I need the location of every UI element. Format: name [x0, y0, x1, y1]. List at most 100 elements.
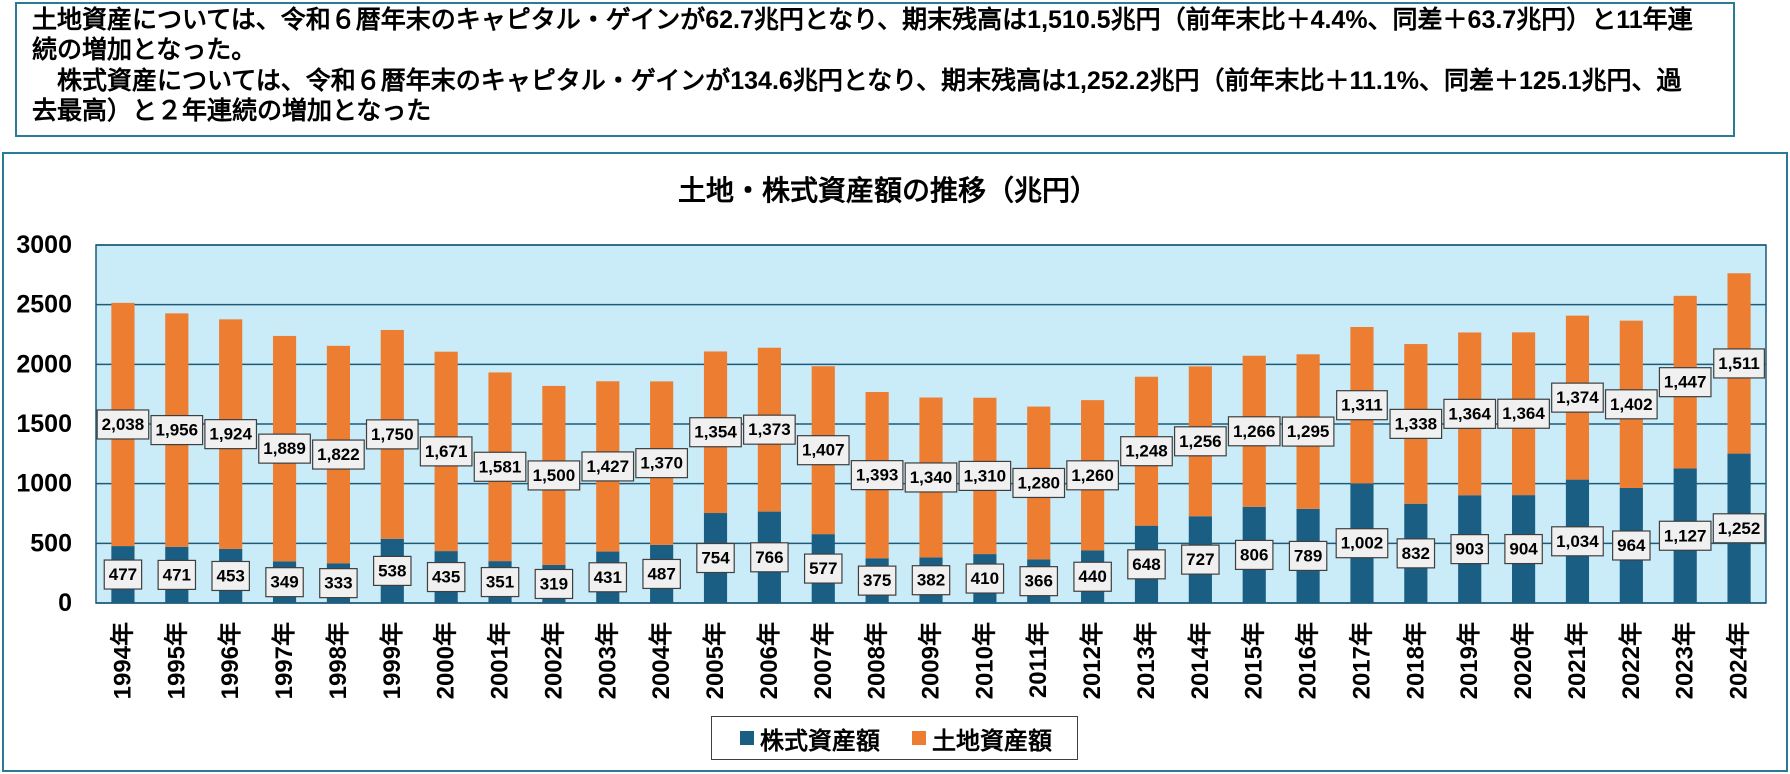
- data-label-box: [642, 558, 681, 590]
- data-label-land-assets-2007: 1,407: [796, 435, 850, 466]
- data-label-stock-assets-2010: 410: [965, 563, 1005, 594]
- data-label-box: [857, 565, 897, 596]
- data-label-text: 351: [486, 573, 514, 592]
- data-label-text: 1,373: [748, 420, 791, 439]
- data-label-stock-assets-1999: 538: [373, 555, 412, 586]
- data-label-text: 349: [270, 573, 298, 592]
- data-label-text: 1,402: [1610, 395, 1653, 414]
- data-label-box: [1227, 416, 1281, 447]
- data-label-box: [473, 451, 527, 482]
- data-label-box: [1396, 538, 1436, 569]
- data-label-text: 1,581: [479, 457, 522, 476]
- data-label-text: 1,311: [1341, 396, 1383, 415]
- x-tick-label: 2015年: [1240, 622, 1268, 699]
- data-label-text: 806: [1240, 545, 1268, 564]
- data-label-text: 964: [1617, 536, 1646, 555]
- y-tick-label: 2500: [16, 291, 72, 319]
- data-label-text: 1,340: [910, 468, 953, 487]
- data-label-box: [480, 566, 520, 598]
- data-label-box: [96, 409, 150, 440]
- data-label-text: 1,822: [317, 445, 360, 464]
- data-label-box: [911, 565, 951, 596]
- data-label-box: [1234, 539, 1274, 571]
- data-label-stock-assets-2004: 487: [642, 558, 681, 590]
- data-label-box: [581, 451, 635, 482]
- legend-swatch-stock-assets: [740, 731, 754, 745]
- data-label-stock-assets-2001: 351: [480, 566, 520, 598]
- data-label-land-assets-2010: 1,310: [958, 460, 1012, 492]
- data-label-land-assets-2016: 1,295: [1281, 416, 1335, 447]
- data-label-text: 453: [216, 566, 244, 585]
- y-tick-label: 3000: [16, 231, 72, 259]
- data-label-stock-assets-1997: 349: [265, 567, 304, 598]
- data-label-box: [1658, 367, 1712, 398]
- data-label-box: [426, 561, 466, 593]
- data-label-text: 1,354: [694, 423, 737, 442]
- data-label-text: 1,500: [533, 466, 576, 485]
- data-label-land-assets-2009: 1,340: [904, 462, 958, 493]
- data-label-stock-assets-2016: 789: [1288, 540, 1328, 572]
- data-label-text: 903: [1456, 540, 1484, 559]
- data-label-box: [1120, 436, 1173, 467]
- data-label-stock-assets-2015: 806: [1234, 539, 1274, 571]
- data-label-land-assets-2013: 1,248: [1120, 436, 1173, 467]
- data-label-text: 1,266: [1233, 422, 1276, 441]
- data-label-box: [103, 559, 143, 590]
- legend-label-land-assets: 土地資産額: [932, 727, 1052, 755]
- data-label-box: [1073, 561, 1112, 592]
- data-label-box: [1604, 389, 1658, 420]
- data-label-text: 431: [594, 568, 622, 587]
- data-label-box: [312, 439, 365, 470]
- data-label-stock-assets-2017: 1,002: [1335, 528, 1389, 559]
- x-tick-label: 2017年: [1347, 622, 1375, 699]
- data-label-box: [1389, 408, 1443, 439]
- x-tick-label: 1995年: [162, 622, 190, 699]
- data-label-land-assets-2019: 1,364: [1443, 398, 1497, 429]
- data-label-land-assets-2024: 1,511: [1713, 348, 1765, 379]
- data-label-text: 1,393: [856, 466, 899, 485]
- data-label-land-assets-2020: 1,364: [1497, 398, 1550, 429]
- data-label-box: [1497, 398, 1550, 429]
- data-label-land-assets-2002: 1,500: [527, 460, 581, 491]
- x-tick-label: 2024年: [1725, 622, 1753, 699]
- data-label-text: 1,671: [425, 442, 468, 461]
- x-tick-label: 2021年: [1563, 622, 1591, 699]
- data-label-text: 435: [432, 568, 460, 587]
- data-label-text: 727: [1186, 550, 1214, 569]
- data-label-land-assets-2022: 1,402: [1604, 389, 1658, 420]
- x-tick-label: 2016年: [1294, 622, 1322, 699]
- data-label-text: 538: [378, 561, 406, 580]
- data-label-box: [419, 436, 473, 467]
- data-label-box: [1281, 416, 1335, 447]
- legend-swatch-land-assets: [912, 731, 926, 745]
- data-label-stock-assets-2013: 648: [1127, 549, 1166, 580]
- legend-label-stock-assets: 株式資産額: [760, 727, 880, 755]
- data-label-land-assets-1994: 2,038: [96, 409, 150, 440]
- data-label-text: 1,447: [1664, 373, 1707, 392]
- data-label-box: [157, 559, 197, 590]
- data-label-text: 1,370: [640, 454, 683, 473]
- data-label-stock-assets-2019: 903: [1450, 534, 1489, 565]
- data-label-stock-assets-2007: 577: [803, 553, 843, 584]
- x-tick-label: 2014年: [1186, 622, 1214, 699]
- data-label-text: 1,364: [1502, 404, 1545, 423]
- data-label-land-assets-2018: 1,338: [1389, 408, 1443, 439]
- data-label-land-assets-2012: 1,260: [1066, 460, 1119, 491]
- data-label-text: 366: [1025, 572, 1053, 591]
- data-label-stock-assets-2003: 431: [588, 562, 628, 593]
- data-label-box: [265, 567, 304, 598]
- data-label-box: [258, 433, 311, 464]
- data-label-text: 766: [755, 548, 783, 567]
- data-label-box: [211, 560, 250, 592]
- data-label-text: 789: [1294, 546, 1322, 565]
- data-label-box: [204, 419, 258, 450]
- data-label-box: [150, 414, 204, 446]
- data-label-stock-assets-2021: 1,034: [1551, 526, 1604, 557]
- data-label-box: [1612, 530, 1651, 561]
- data-label-text: 1,256: [1179, 432, 1222, 451]
- data-label-stock-assets-2023: 1,127: [1658, 520, 1712, 551]
- data-label-stock-assets-1996: 453: [211, 560, 250, 592]
- data-label-stock-assets-2022: 964: [1612, 530, 1651, 561]
- data-label-box: [635, 448, 689, 479]
- x-tick-label: 2005年: [701, 622, 729, 699]
